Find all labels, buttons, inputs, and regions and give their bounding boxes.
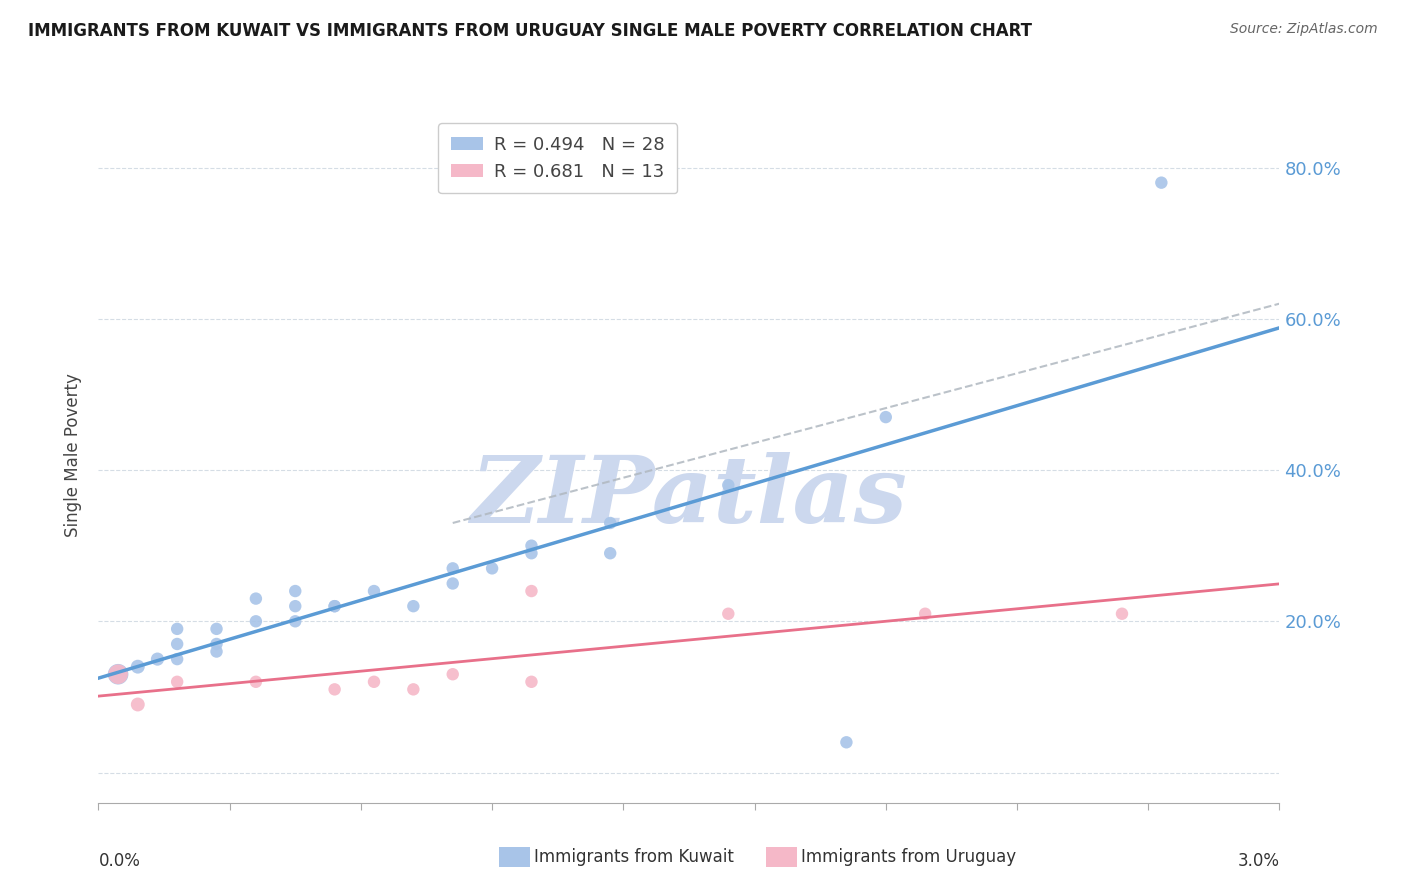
Point (599, 516, 621, 530)
Point (323, 599, 346, 614)
Legend: R = 0.494   N = 28, R = 0.681   N = 13: R = 0.494 N = 28, R = 0.681 N = 13 (439, 123, 678, 194)
Point (245, 615, 267, 629)
Point (402, 599, 425, 614)
Point (205, 622, 228, 636)
Text: ZIPatlas: ZIPatlas (471, 451, 907, 541)
Point (717, 607, 740, 621)
Point (520, 539, 543, 553)
Point (107, 667, 129, 681)
Point (323, 599, 346, 614)
Text: Immigrants from Uruguay: Immigrants from Uruguay (801, 848, 1017, 866)
Point (205, 644, 228, 658)
Point (284, 584, 307, 599)
Point (914, 607, 936, 621)
Point (245, 674, 267, 689)
Point (245, 591, 267, 606)
Point (875, 410, 897, 425)
Point (441, 561, 464, 575)
Point (166, 637, 188, 651)
Point (363, 674, 385, 689)
Point (441, 667, 464, 681)
Text: 0.0%: 0.0% (98, 852, 141, 870)
Text: Immigrants from Kuwait: Immigrants from Kuwait (534, 848, 734, 866)
Point (402, 682, 425, 697)
Point (205, 637, 228, 651)
Point (166, 674, 188, 689)
Point (717, 478, 740, 492)
Text: IMMIGRANTS FROM KUWAIT VS IMMIGRANTS FROM URUGUAY SINGLE MALE POVERTY CORRELATIO: IMMIGRANTS FROM KUWAIT VS IMMIGRANTS FRO… (28, 22, 1032, 40)
Point (441, 576, 464, 591)
Point (835, 735, 858, 749)
Point (520, 546, 543, 560)
Point (107, 667, 129, 681)
Point (363, 584, 385, 599)
Text: Source: ZipAtlas.com: Source: ZipAtlas.com (1230, 22, 1378, 37)
Point (127, 659, 149, 673)
Y-axis label: Single Male Poverty: Single Male Poverty (65, 373, 83, 537)
Point (599, 546, 621, 560)
Point (284, 599, 307, 614)
Point (520, 584, 543, 599)
Point (1150, 176, 1173, 190)
Point (146, 652, 169, 666)
Point (323, 682, 346, 697)
Point (284, 615, 307, 629)
Point (166, 622, 188, 636)
Point (127, 698, 149, 712)
Point (1111, 607, 1133, 621)
Point (481, 561, 503, 575)
Point (166, 652, 188, 666)
Point (520, 674, 543, 689)
Text: 3.0%: 3.0% (1237, 852, 1279, 870)
